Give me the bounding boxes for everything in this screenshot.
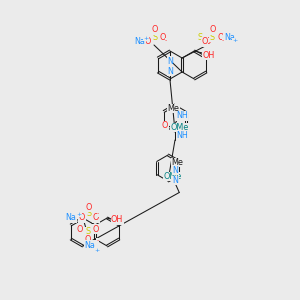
Text: +: + — [143, 35, 148, 40]
Text: S: S — [85, 227, 90, 236]
Text: Na: Na — [135, 38, 146, 46]
Text: NH: NH — [176, 112, 188, 121]
Text: N: N — [167, 56, 173, 65]
Text: O: O — [209, 26, 215, 34]
Text: OH: OH — [111, 215, 123, 224]
Text: O: O — [145, 38, 151, 46]
Text: O: O — [79, 214, 85, 223]
Text: O: O — [93, 224, 99, 233]
Text: OH: OH — [202, 50, 214, 59]
Text: -: - — [222, 38, 224, 43]
Text: N: N — [172, 176, 178, 185]
Text: -: - — [97, 238, 99, 244]
Text: NH: NH — [176, 130, 188, 140]
Text: O: O — [204, 38, 210, 46]
Text: O: O — [77, 224, 83, 233]
Text: +: + — [232, 38, 238, 43]
Text: +: + — [94, 248, 100, 253]
Text: S: S — [86, 209, 92, 218]
Text: OMe: OMe — [164, 172, 182, 181]
Text: O: O — [217, 32, 224, 41]
Text: Na: Na — [66, 214, 76, 223]
Text: S: S — [198, 32, 203, 41]
Text: Na: Na — [224, 32, 235, 41]
Text: O: O — [162, 122, 168, 130]
Text: O: O — [93, 214, 99, 223]
Text: +: + — [76, 212, 82, 217]
Text: O: O — [201, 38, 207, 46]
Text: -: - — [165, 38, 167, 43]
Text: S: S — [152, 32, 158, 41]
Text: N: N — [167, 67, 173, 76]
Text: -: - — [97, 212, 99, 217]
Text: O: O — [86, 202, 92, 211]
Text: Me: Me — [171, 158, 183, 167]
Text: S: S — [210, 32, 215, 41]
Text: Na: Na — [84, 241, 95, 250]
Text: OMe: OMe — [171, 123, 189, 132]
Text: O: O — [85, 236, 91, 244]
Text: O: O — [160, 32, 166, 41]
Text: Me: Me — [167, 104, 179, 113]
Text: O: O — [152, 26, 158, 34]
Text: N: N — [172, 166, 178, 175]
